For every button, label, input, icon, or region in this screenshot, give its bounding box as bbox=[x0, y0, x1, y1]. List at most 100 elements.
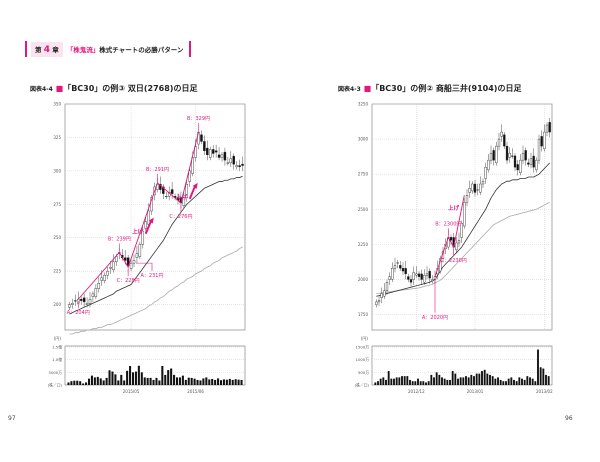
volume-bar bbox=[521, 378, 523, 385]
volume-bar bbox=[419, 381, 422, 385]
candle bbox=[100, 277, 103, 281]
volume-bar bbox=[219, 380, 223, 385]
volume-bar bbox=[96, 376, 99, 385]
volume-bar bbox=[529, 377, 531, 385]
volume-bar bbox=[435, 372, 438, 385]
y-tick-label: 250 bbox=[53, 235, 61, 240]
volume-tick-label: 1.0億 bbox=[52, 357, 62, 362]
annotation-label: C：228円 bbox=[117, 278, 140, 284]
annotation-label: C：276円 bbox=[169, 214, 192, 220]
moving-average-short bbox=[69, 175, 243, 315]
volume-bar bbox=[87, 378, 91, 385]
volume-bar bbox=[534, 381, 537, 385]
candle bbox=[412, 272, 415, 280]
volume-bar bbox=[449, 379, 451, 385]
square-bullet-icon: ■ bbox=[55, 84, 64, 93]
candle bbox=[535, 159, 538, 171]
volume-bar bbox=[222, 379, 225, 385]
volume-bar bbox=[499, 379, 502, 385]
volume-bar bbox=[102, 380, 105, 385]
candle bbox=[71, 303, 74, 305]
candle bbox=[487, 159, 490, 171]
y-tick-label: 325 bbox=[53, 135, 61, 140]
candle bbox=[123, 257, 127, 261]
annotation-label: A：2020円 bbox=[422, 315, 448, 321]
candle bbox=[532, 155, 535, 168]
candle bbox=[473, 183, 477, 193]
candle bbox=[524, 150, 527, 161]
up-arrow-head-icon bbox=[148, 217, 154, 224]
y-tick-label: 2750 bbox=[358, 172, 369, 177]
volume-bar bbox=[161, 366, 164, 385]
page-number-left: 97 bbox=[8, 415, 16, 422]
volume-bar bbox=[451, 371, 454, 385]
volume-bar bbox=[225, 379, 228, 385]
y-tick-label: 2000 bbox=[358, 277, 369, 282]
candle bbox=[82, 297, 86, 303]
candle bbox=[476, 189, 479, 191]
volume-bar bbox=[164, 374, 167, 385]
y-tick-label: 300 bbox=[53, 168, 61, 173]
candle bbox=[471, 183, 474, 192]
volume-bar bbox=[387, 371, 390, 385]
volume-bar bbox=[217, 378, 220, 385]
rise-label: 上げ bbox=[176, 193, 188, 201]
volume-bar bbox=[123, 380, 126, 385]
volume-bar bbox=[494, 378, 497, 385]
candle bbox=[420, 273, 423, 280]
candle bbox=[385, 282, 389, 291]
volume-bar bbox=[234, 379, 237, 385]
volume-bar bbox=[385, 379, 387, 385]
volume-bar bbox=[537, 349, 539, 385]
candle bbox=[423, 275, 426, 283]
volume-bar bbox=[539, 367, 542, 385]
volume-bar bbox=[398, 377, 401, 385]
candle bbox=[521, 152, 525, 161]
volume-tick-label: 500万 bbox=[358, 370, 369, 375]
up-arrow-head-icon bbox=[192, 182, 198, 189]
volume-bar bbox=[196, 379, 199, 385]
candle bbox=[97, 282, 101, 289]
volume-bar bbox=[70, 381, 73, 385]
volume-bar bbox=[67, 382, 70, 385]
volume-bar bbox=[140, 372, 143, 385]
volume-tick-label: 1000万 bbox=[356, 357, 370, 362]
volume-bar bbox=[152, 379, 155, 385]
volume-bar bbox=[510, 377, 513, 385]
candle bbox=[513, 155, 517, 168]
volume-tick-label: 1500万 bbox=[356, 345, 370, 350]
candle bbox=[431, 279, 434, 281]
chapter-header: 第 4 章 「株鬼流」 株式チャートの必勝パターン bbox=[25, 41, 192, 57]
volume-bar bbox=[427, 381, 430, 385]
volume-tick-label: 1.5億 bbox=[52, 345, 62, 350]
candle bbox=[519, 159, 522, 173]
pattern-zigzag-line bbox=[434, 195, 465, 277]
candle bbox=[516, 164, 519, 171]
volume-bar bbox=[390, 378, 393, 385]
y-tick-label: 200 bbox=[53, 302, 61, 307]
volume-bar bbox=[403, 376, 406, 385]
candle bbox=[393, 265, 397, 269]
candle bbox=[106, 270, 109, 276]
volume-bar bbox=[481, 371, 483, 385]
y-tick-label: 1750 bbox=[358, 312, 369, 317]
volume-bar bbox=[489, 374, 491, 385]
volume-bar bbox=[202, 378, 205, 385]
candle bbox=[425, 273, 429, 276]
volume-bar bbox=[497, 377, 499, 385]
volume-bar bbox=[465, 376, 467, 385]
chapter-title: 株式チャートの必勝パターン bbox=[99, 46, 184, 54]
candle bbox=[88, 299, 92, 304]
x-tick-label: 2013/02 bbox=[536, 389, 553, 394]
volume-bar bbox=[211, 378, 214, 385]
candle bbox=[497, 138, 501, 147]
y-tick-label: 2250 bbox=[358, 242, 369, 247]
x-tick-label: 2015/05 bbox=[123, 389, 140, 394]
volume-bar bbox=[90, 375, 93, 385]
volume-bar bbox=[526, 376, 529, 385]
chapter-suffix: 章 bbox=[52, 45, 59, 54]
candle bbox=[527, 162, 530, 165]
candle bbox=[94, 288, 98, 297]
candle bbox=[232, 155, 235, 165]
volume-bar bbox=[379, 378, 382, 385]
